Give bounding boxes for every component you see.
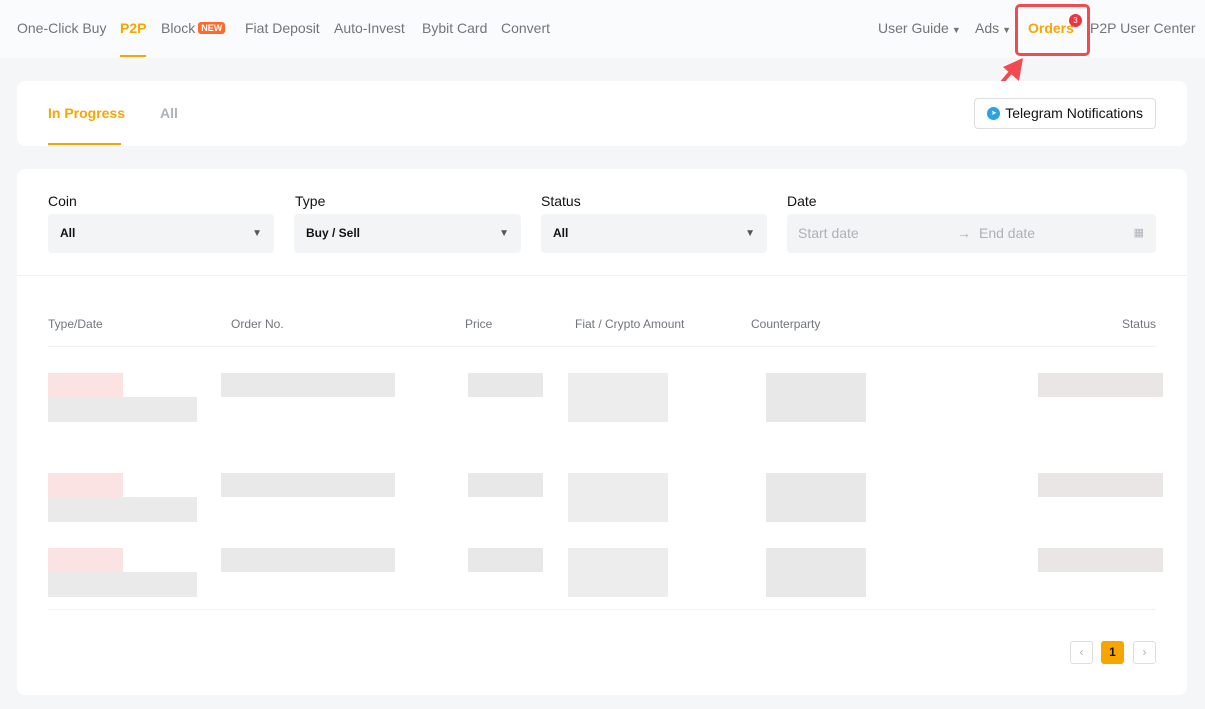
next-page-button[interactable]: ›	[1133, 641, 1156, 664]
redacted-cell	[766, 473, 866, 522]
redacted-cell	[568, 373, 668, 422]
nav-one-click-buy[interactable]: One-Click Buy	[17, 20, 107, 36]
nav-p2p[interactable]: P2P	[120, 20, 147, 36]
nav-fiat-deposit[interactable]: Fiat Deposit	[245, 20, 320, 36]
redacted-cell	[1038, 373, 1163, 397]
redacted-cell	[1038, 548, 1163, 572]
tab-underline	[48, 143, 121, 145]
start-date-input[interactable]: Start date	[798, 225, 859, 241]
nav-bybit-card[interactable]: Bybit Card	[422, 20, 488, 36]
type-label: Type	[295, 193, 326, 209]
redacted-cell	[468, 373, 543, 397]
user-guide-label: User Guide	[878, 20, 949, 36]
orders-count-badge: 3	[1069, 14, 1082, 27]
redacted-cell	[48, 473, 123, 497]
redacted-cell	[48, 572, 197, 597]
redacted-cell	[48, 373, 123, 397]
redacted-cell	[766, 548, 866, 597]
highlight-box	[1015, 4, 1090, 56]
date-label: Date	[787, 193, 817, 209]
prev-page-button[interactable]: ‹	[1070, 641, 1093, 664]
redacted-cell	[221, 548, 395, 572]
nav-p2p-user-center[interactable]: P2P User Center	[1090, 20, 1196, 36]
chevron-down-icon: ▼	[745, 228, 755, 239]
status-value: All	[553, 226, 569, 240]
telegram-notifications-button[interactable]: ➤ Telegram Notifications	[974, 98, 1156, 129]
chevron-down-icon: ▼	[252, 228, 262, 239]
nav-block-label: Block	[161, 20, 196, 36]
redacted-cell	[468, 473, 543, 497]
page-1-button[interactable]: 1	[1101, 641, 1124, 664]
telegram-label: Telegram Notifications	[1005, 105, 1143, 121]
redacted-cell	[568, 548, 668, 597]
redacted-cell	[766, 373, 866, 422]
caret-down-icon: ▼	[951, 25, 961, 35]
nav-convert[interactable]: Convert	[501, 20, 551, 36]
arrow-right-icon: →	[957, 225, 971, 241]
tab-all[interactable]: All	[160, 105, 178, 121]
redacted-cell	[568, 473, 668, 522]
type-value: Buy / Sell	[306, 226, 361, 240]
row-divider	[48, 609, 1156, 610]
nav-user-guide[interactable]: User Guide ▼	[878, 20, 961, 36]
redacted-cell	[468, 548, 543, 572]
coin-select[interactable]: All ▼	[48, 214, 274, 253]
redacted-cell	[48, 548, 123, 572]
orders-card: Coin All ▼ Type Buy / Sell ▼ Status All ▼ D…	[17, 169, 1187, 695]
tab-in-progress[interactable]: In Progress	[48, 105, 126, 121]
redacted-cell	[1038, 473, 1163, 497]
nav-ads[interactable]: Ads ▼	[975, 20, 1011, 36]
caret-down-icon: ▼	[1002, 25, 1012, 35]
header-amount: Fiat / Crypto Amount	[575, 317, 685, 331]
redacted-cell	[48, 497, 197, 522]
row-divider	[48, 346, 1156, 347]
header-counterparty: Counterparty	[751, 317, 821, 331]
coin-label: Coin	[48, 193, 77, 209]
new-badge: NEW	[198, 22, 226, 34]
top-nav: One-Click Buy P2P Block NEW Fiat Deposit …	[0, 0, 1205, 58]
redacted-cell	[221, 473, 395, 497]
status-label: Status	[541, 193, 581, 209]
end-date-input[interactable]: End date	[979, 225, 1036, 241]
tabs-card: In Progress All ➤ Telegram Notifications	[17, 81, 1187, 146]
type-select[interactable]: Buy / Sell ▼	[294, 214, 521, 253]
header-price: Price	[465, 317, 493, 331]
nav-auto-invest[interactable]: Auto-Invest	[334, 20, 405, 36]
chevron-down-icon: ▼	[499, 228, 509, 239]
header-order-no: Order No.	[231, 317, 284, 331]
header-type-date: Type/Date	[48, 317, 103, 331]
coin-value: All	[60, 226, 76, 240]
status-select[interactable]: All ▼	[541, 214, 767, 253]
redacted-cell	[48, 397, 197, 422]
calendar-icon: ▦	[1133, 227, 1144, 239]
date-range-picker[interactable]: Start date → End date ▦	[787, 214, 1156, 253]
header-status: Status	[1121, 317, 1156, 331]
nav-block[interactable]: Block NEW	[161, 20, 226, 36]
redacted-cell	[221, 373, 395, 397]
nav-active-underline	[120, 55, 146, 57]
telegram-icon: ➤	[987, 107, 1001, 120]
divider	[17, 275, 1187, 276]
ads-label: Ads	[975, 20, 1000, 36]
nav-orders[interactable]: Orders	[1028, 20, 1074, 36]
